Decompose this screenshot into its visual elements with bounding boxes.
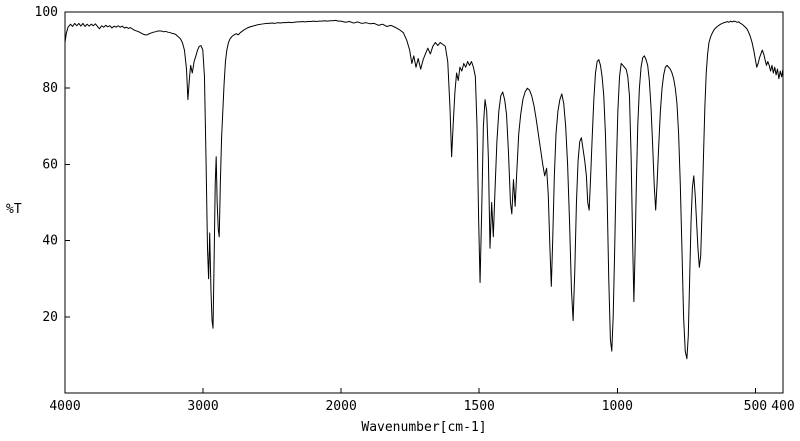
y-axis-title: %T — [6, 202, 22, 217]
y-tick-label: 80 — [42, 81, 58, 96]
x-tick-label: 4000 — [49, 399, 80, 414]
y-tick-label: 40 — [42, 234, 58, 249]
x-tick-label: 500 — [744, 399, 767, 414]
x-tick-label: 400 — [771, 399, 794, 414]
x-tick-label: 2000 — [325, 399, 356, 414]
x-tick-label: 1000 — [602, 399, 633, 414]
y-tick-label: 100 — [35, 5, 58, 20]
x-tick-label: 3000 — [187, 399, 218, 414]
y-tick-label: 20 — [42, 310, 58, 325]
x-axis-title: Wavenumber[cm-1] — [361, 420, 487, 435]
spectrum-trace — [64, 19, 784, 360]
x-tick-label: 1500 — [464, 399, 495, 414]
y-tick-label: 60 — [42, 157, 58, 172]
plot-frame — [64, 11, 784, 394]
